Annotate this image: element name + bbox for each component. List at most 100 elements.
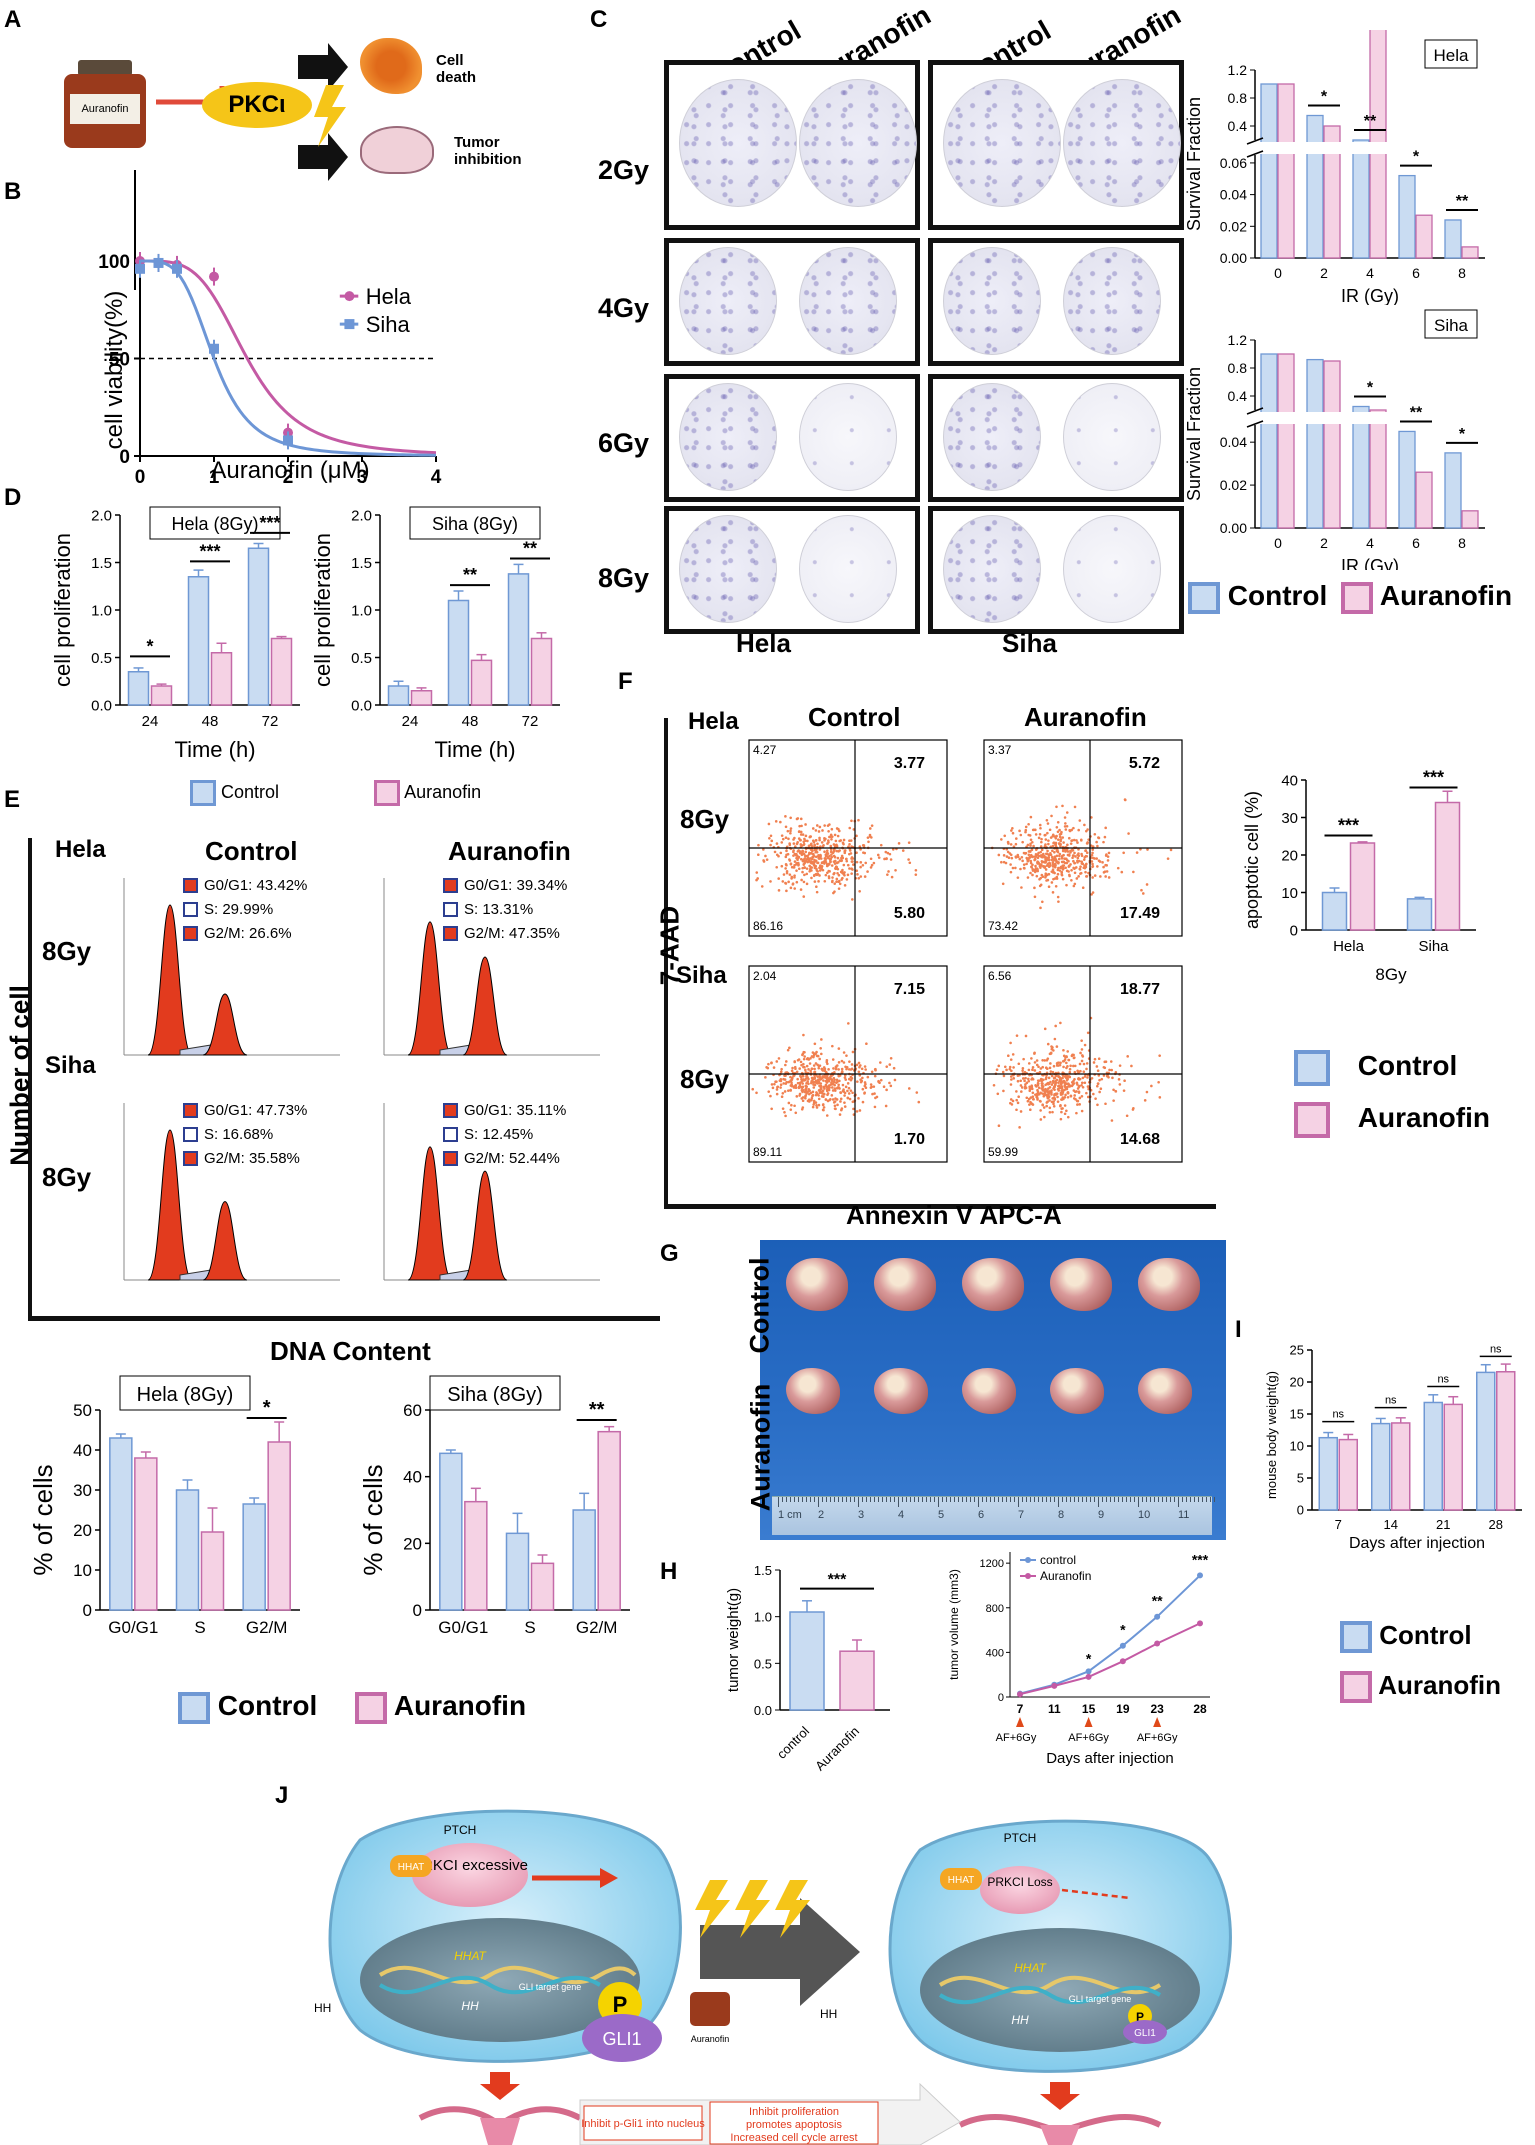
flow-event	[1008, 1065, 1012, 1069]
flow-event	[1091, 891, 1095, 894]
flow-event	[1029, 853, 1033, 857]
flow-event	[1029, 844, 1032, 847]
flow-event	[831, 1086, 834, 1089]
ruler-tick	[1094, 1497, 1095, 1502]
ruler-tick	[1134, 1497, 1135, 1502]
c-tag: Hela	[1434, 46, 1470, 65]
flow-event	[846, 873, 850, 877]
bar	[789, 1611, 825, 1711]
flow-event	[914, 873, 918, 876]
flow-event	[1023, 1079, 1026, 1083]
flow-event	[1084, 854, 1088, 858]
colony-dish	[679, 247, 777, 355]
flow-event	[1039, 1118, 1043, 1121]
flow-event	[1091, 876, 1094, 879]
flow-event	[879, 1061, 882, 1064]
flow-event	[832, 843, 836, 846]
flow-event	[1040, 837, 1043, 841]
flow-event	[805, 1064, 809, 1068]
flow-event	[833, 1089, 837, 1092]
flow-event	[803, 866, 806, 869]
bar	[270, 637, 293, 706]
panel-label-f: F	[618, 668, 633, 695]
flow-event	[1045, 818, 1049, 822]
flow-event	[842, 1090, 846, 1093]
flow-event	[815, 1106, 819, 1109]
flow-event	[831, 1098, 835, 1101]
j-uterus-right-icon	[958, 2113, 1162, 2145]
flow-event	[1030, 1078, 1033, 1081]
flow-event	[1061, 1091, 1065, 1094]
flow-event	[812, 874, 816, 878]
flow-event	[1052, 1085, 1056, 1089]
flow-event	[803, 1055, 806, 1058]
flow-event	[887, 870, 890, 873]
y-tick-label: 1.2	[1228, 332, 1248, 348]
flow-event	[814, 1079, 818, 1082]
c-sf-ylabel: Survival Fraction	[1184, 97, 1204, 231]
ruler-tick	[986, 1497, 987, 1502]
flow-event	[790, 865, 794, 869]
f-bar-ylabel: apoptotic cell (%)	[1242, 791, 1262, 929]
flow-event	[868, 835, 872, 838]
flow-event	[1080, 1059, 1084, 1063]
b-legend-label: Hela	[366, 284, 412, 309]
plate-frame	[664, 60, 920, 230]
flow-event	[1019, 1084, 1023, 1087]
flow-event	[1091, 862, 1094, 866]
flow-event	[1073, 1064, 1077, 1068]
flow-event	[1021, 1067, 1025, 1070]
flow-event	[783, 1110, 786, 1114]
flow-event	[781, 837, 785, 841]
flow-event	[1057, 900, 1060, 903]
y-tick-label: 50	[73, 1401, 92, 1420]
flow-event	[1166, 857, 1170, 860]
flow-event	[1051, 861, 1055, 864]
flow-event	[827, 862, 831, 866]
flow-event	[782, 1082, 785, 1085]
tumor-specimen	[1138, 1258, 1200, 1311]
flow-event	[1027, 1079, 1031, 1083]
flow-event	[757, 853, 760, 857]
c-legend-control: Control	[1227, 580, 1328, 611]
flow-event	[1054, 1024, 1057, 1028]
x-tick-label: 8	[1458, 535, 1466, 551]
flow-event	[1041, 875, 1045, 878]
ruler-tick	[978, 1497, 979, 1507]
bar	[1423, 1401, 1443, 1511]
flow-event	[1050, 1083, 1054, 1086]
flow-event	[1036, 1088, 1039, 1092]
flow-event	[1047, 865, 1051, 868]
d-legend-control: Control	[221, 781, 280, 802]
flow-event	[794, 1083, 798, 1087]
volume-point	[1154, 1613, 1161, 1620]
y-tick-label: 0	[413, 1601, 422, 1620]
flow-event	[1078, 1103, 1081, 1106]
flow-event	[826, 856, 830, 860]
flow-event	[840, 1108, 843, 1112]
flow-event	[1023, 852, 1027, 855]
ruler-tick	[946, 1497, 947, 1502]
flow-event	[1073, 805, 1077, 809]
flow-event	[1066, 1050, 1070, 1053]
flow-event	[1023, 1085, 1027, 1088]
flow-event	[1060, 857, 1064, 860]
flow-event	[805, 1081, 808, 1085]
flow-event	[1081, 1054, 1084, 1057]
cell-cycle-histogram: G0/G1: 39.34%S: 13.31%G2/M: 47.35%	[383, 877, 600, 1056]
flow-event	[825, 851, 829, 855]
flow-event	[798, 824, 801, 828]
flow-event	[1034, 828, 1037, 832]
flow-event	[827, 1079, 831, 1083]
flow-event	[772, 1066, 776, 1069]
x-tick-label: 11	[1048, 1702, 1061, 1716]
flow-event	[788, 1046, 791, 1050]
flow-event	[825, 1085, 828, 1088]
flow-event	[917, 1100, 921, 1104]
y-tick-label: 20	[403, 1534, 422, 1553]
flow-event	[1033, 858, 1037, 861]
flow-event	[1015, 1108, 1018, 1112]
cell-cycle-histogram: G0/G1: 43.42%S: 29.99%G2/M: 26.6%	[123, 877, 340, 1056]
flow-event	[1057, 1064, 1060, 1067]
flow-event	[1062, 864, 1066, 867]
